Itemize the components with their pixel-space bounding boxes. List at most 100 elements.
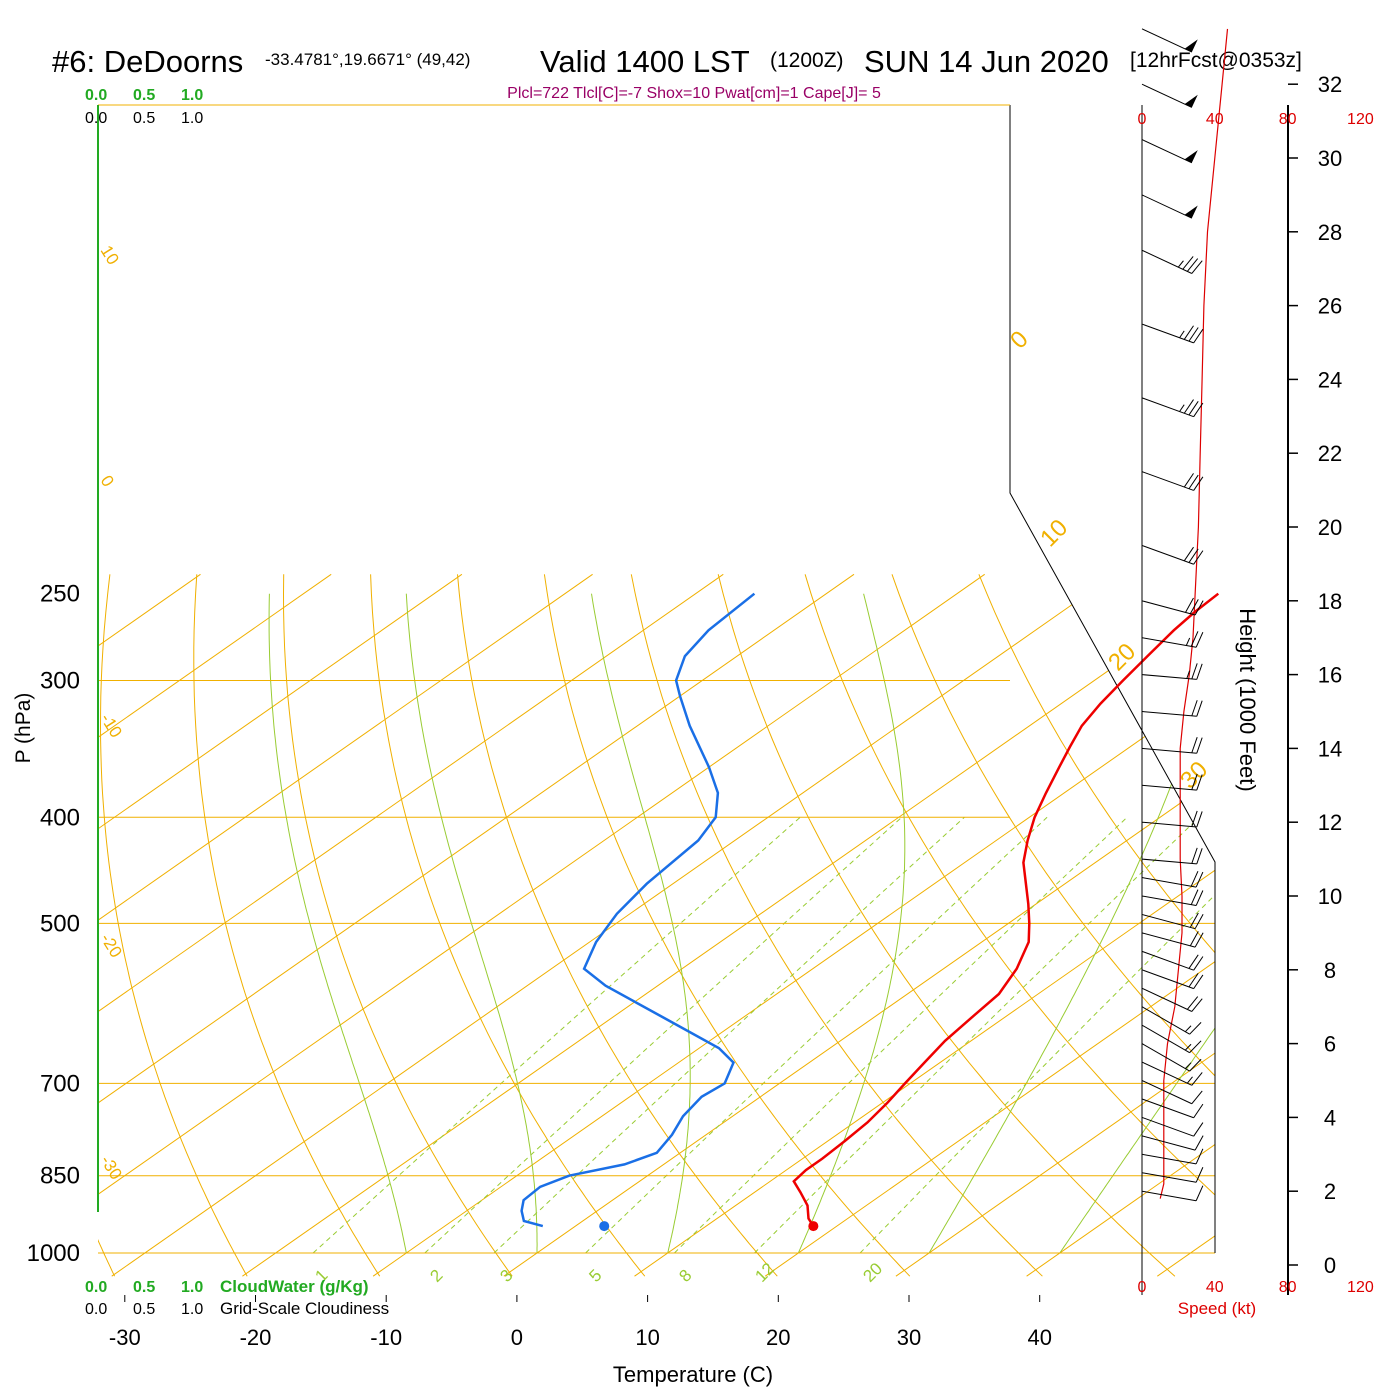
wind-barb (1141, 931, 1204, 948)
height-tick-label: 4 (1324, 1105, 1336, 1130)
isotherms (98, 573, 1215, 1277)
wind-barb-feather (1183, 399, 1194, 414)
wind-barb-staff (1141, 139, 1193, 164)
cloudiness-label: Grid-Scale Cloudiness (220, 1299, 389, 1318)
wind-barb (1141, 987, 1203, 1012)
wind-barb-staff (1141, 1061, 1193, 1086)
height-tick-label: 14 (1318, 736, 1342, 761)
speed-tick-top: 40 (1206, 111, 1224, 128)
station-title: #6: DeDoorns (52, 44, 243, 79)
wind-barb-staff (1141, 821, 1197, 828)
mixing-ratio-label: 12 (751, 1259, 778, 1286)
speed-tick-bottom: 0 (1138, 1279, 1147, 1296)
moist-adiabat-label: 0 (1005, 326, 1034, 355)
dry-adiabat-label: 0 (97, 472, 118, 490)
moist-adiabat (591, 593, 691, 1254)
wind-barb-feather (1189, 912, 1199, 928)
x-tick-label: 10 (635, 1325, 659, 1350)
wind-barb-staff (1141, 1098, 1194, 1119)
height-tick-label: 30 (1318, 146, 1342, 171)
wind-barb-feather (1193, 1122, 1204, 1137)
wind-barb (1141, 631, 1204, 648)
wind-barb-half-feather (1177, 260, 1184, 268)
wind-barb-feather (1183, 473, 1194, 488)
cloudwater-tick-bottom: 0.5 (133, 1279, 155, 1296)
wind-barb-feather (1189, 1058, 1202, 1072)
wind-barb-feather (1191, 998, 1203, 1012)
wind-barb-feather (1188, 401, 1199, 416)
dry-adiabat (717, 574, 1176, 1277)
cloudwater-tick-top: 1.0 (181, 87, 203, 104)
wind-barb-feather (1195, 1185, 1204, 1201)
wind-barb (1141, 773, 1203, 791)
wind-barb-feather (1188, 954, 1199, 969)
wind-barb (1141, 323, 1204, 344)
dry-adiabat (193, 574, 381, 1277)
x-axis-label: Temperature (C) (613, 1362, 773, 1387)
wind-barb-half-feather (1185, 637, 1191, 646)
cloudwater-tick-top: 0.5 (133, 87, 155, 104)
cloud-scale: 0.0 0.0 0.0 0.0 0.5 0.5 0.5 0.5 1.0 1.0 1.0 1.0 Clou… (85, 87, 389, 1318)
dry-adiabat (457, 574, 778, 1277)
wind-barb-staff (1141, 913, 1196, 930)
wind-barb-feather (1191, 810, 1198, 827)
wind-barb-staff (1141, 1024, 1190, 1054)
isotherm-line (98, 573, 201, 1277)
wind-barb-feather (1185, 597, 1194, 613)
wind-barb-feather (1194, 1135, 1204, 1151)
wind-barb-staff (1141, 877, 1197, 888)
wind-barb-staff (1141, 950, 1194, 971)
wind-barb (1141, 597, 1204, 616)
wind-barb-feather (1193, 476, 1204, 491)
wind-barb-feather (1189, 1040, 1202, 1053)
dry-adiabat (543, 574, 911, 1277)
wind-barb (1141, 249, 1203, 274)
x-tick-label: -30 (109, 1325, 141, 1350)
cloudwater-label: CloudWater (g/Kg) (220, 1277, 369, 1296)
wind-barb (1141, 1167, 1204, 1183)
y-tick-label: 1000 (27, 1240, 80, 1267)
wind-barb-feather (1196, 811, 1203, 828)
wind-barb-feather (1191, 773, 1198, 790)
dry-adiabat-label: -20 (97, 930, 126, 961)
wind-barb-feather (1183, 546, 1194, 562)
wind-barb-staff (1141, 600, 1196, 616)
dry-adiabat (630, 574, 1043, 1277)
isobars (98, 679, 1215, 1254)
mixing-ratio-lines (312, 816, 1215, 1254)
isotherm-line (98, 573, 463, 1277)
height-axis-label: Height (1000 Feet) (1235, 608, 1260, 791)
wind-barb-feather (1193, 974, 1204, 989)
wind-barb-staff (1141, 1153, 1197, 1165)
wind-barb-staff (1141, 747, 1197, 754)
wind-barb-staff (1141, 28, 1193, 53)
wind-barb-feather (1182, 256, 1194, 270)
wind-barb-feather (1194, 932, 1204, 948)
isotherm-line (242, 573, 1215, 1277)
wind-barb (1141, 700, 1203, 717)
wind-barb (1141, 950, 1204, 971)
moist-adiabat (268, 593, 407, 1254)
wind-barb-feather (1196, 774, 1203, 791)
wind-barb (1141, 1061, 1203, 1086)
wind-barb-feather (1190, 889, 1199, 905)
wind-barb-staff (1141, 895, 1197, 907)
wind-barb (1141, 1185, 1204, 1202)
wind-barb-feather (1196, 663, 1203, 680)
wind-barb-flag (1184, 205, 1198, 219)
mixing-ratio-label: 2 (426, 1266, 446, 1286)
wind-barb (1141, 471, 1204, 491)
cloudiness-tick-bottom: 0.0 (85, 1301, 107, 1318)
isotherm-line (895, 573, 1215, 1277)
wind-barb-staff (1141, 1043, 1190, 1072)
wind-barb (1141, 1098, 1204, 1119)
wind-barb (1141, 1043, 1202, 1072)
x-tick-label: -10 (370, 1325, 402, 1350)
wind-barb-feather (1183, 325, 1194, 340)
wind-barb-half-feather (1186, 670, 1190, 679)
wind-barb-staff (1141, 1190, 1197, 1202)
dry-adiabat (891, 574, 1215, 1277)
wind-barb (1141, 847, 1203, 865)
cloudwater-tick-top: 0.0 (85, 87, 107, 104)
